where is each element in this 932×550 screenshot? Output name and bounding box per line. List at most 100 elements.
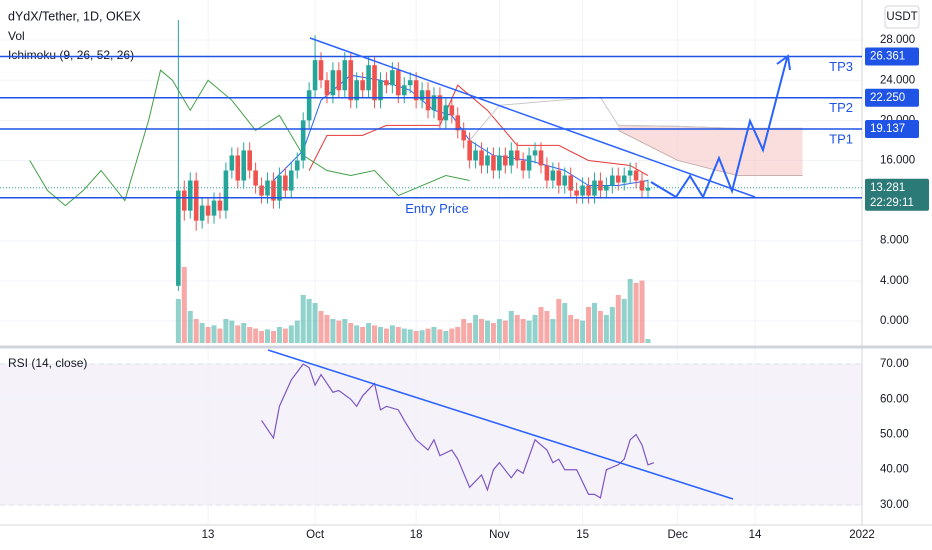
volume-bar — [330, 319, 336, 343]
volume-bar — [306, 299, 312, 343]
level-tag-label: 26.361 — [870, 51, 905, 63]
volume-bar — [645, 339, 651, 343]
candle-body — [205, 205, 211, 216]
volume-bar — [484, 320, 490, 343]
volume-bar — [550, 319, 556, 343]
rsi-line — [261, 363, 655, 499]
candle-body — [407, 80, 413, 86]
candle-body — [229, 155, 235, 171]
candle-body — [615, 175, 621, 183]
candle-body — [562, 175, 568, 186]
volume-bar — [324, 315, 330, 343]
candle-body — [401, 85, 407, 96]
volume-bar — [366, 323, 372, 343]
volume-bar — [288, 325, 294, 343]
volume-bar — [538, 307, 544, 343]
candle-body — [425, 90, 431, 111]
candle-body — [586, 185, 591, 196]
volume-bar — [627, 279, 633, 343]
volume-bar — [556, 299, 562, 343]
level-name: Entry Price — [405, 201, 469, 216]
candle-body — [473, 150, 478, 161]
drawing — [650, 57, 788, 200]
candle-body — [431, 95, 437, 111]
volume-bar — [217, 328, 223, 343]
candle-body — [390, 70, 395, 86]
volume-bar — [615, 295, 621, 343]
candle-body — [306, 90, 312, 121]
volume-bar — [354, 325, 360, 343]
volume-bar — [431, 327, 437, 343]
rsi-tick-label: 60.00 — [880, 393, 909, 405]
candle-body — [556, 170, 562, 186]
x-tick-label: 2022 — [849, 529, 875, 541]
candle-body — [384, 80, 389, 86]
level-tag — [865, 88, 919, 107]
level-tag — [865, 120, 919, 139]
candle-body — [348, 60, 354, 101]
volume-bar — [276, 327, 282, 343]
candle-body — [485, 155, 490, 166]
candle-body — [288, 170, 294, 191]
volume-bar — [229, 320, 235, 343]
candle-body — [538, 150, 544, 166]
volume-bar — [597, 311, 603, 343]
volume-bar — [502, 320, 508, 343]
volume-bar — [413, 331, 419, 343]
last-price-label: 13.281 — [870, 182, 905, 194]
candle-body — [508, 150, 514, 166]
candle-body — [366, 65, 371, 91]
candle-body — [217, 200, 223, 211]
currency[interactable]: USDT — [886, 11, 917, 23]
countdown: 22:29:11 — [870, 197, 914, 209]
rsi-title: RSI (14, close) — [8, 356, 87, 370]
candle-body — [324, 80, 330, 96]
volume-bar — [419, 330, 425, 343]
x-tick-label: 14 — [749, 529, 762, 541]
level-name: TP1 — [829, 131, 853, 146]
candle-body — [419, 90, 425, 101]
volume-bar — [336, 320, 342, 343]
volume-bar — [181, 267, 187, 343]
candle-body — [413, 80, 419, 101]
volume-bar — [621, 299, 627, 343]
volume-bar — [496, 319, 502, 343]
rsi-tick-label: 40.00 — [880, 464, 909, 476]
volume-bar — [508, 311, 514, 343]
candle-body — [544, 165, 550, 181]
candle-body — [223, 170, 229, 211]
candle-body — [283, 175, 288, 191]
candle-body — [176, 190, 181, 286]
volume-bar — [265, 329, 271, 343]
candle-body — [520, 160, 526, 171]
candle-body — [193, 180, 199, 221]
volume-bar — [520, 319, 526, 343]
rsi-tick-label: 30.00 — [880, 499, 909, 511]
volume-bar — [574, 319, 580, 343]
candle-body — [449, 105, 455, 116]
volume-bar — [455, 327, 461, 343]
volume-bar — [514, 315, 520, 343]
candle-body — [247, 150, 252, 171]
volume-bar — [300, 295, 306, 343]
volume-bar — [241, 323, 247, 343]
x-tick-label: Oct — [306, 529, 325, 541]
candle-body — [318, 60, 324, 81]
volume-bar — [407, 329, 413, 343]
candle-body — [342, 60, 348, 91]
currency-button[interactable] — [884, 5, 920, 29]
volume-bar — [312, 303, 318, 343]
candle-body — [550, 170, 556, 181]
volume-bar — [562, 303, 568, 343]
volume-bar — [223, 319, 229, 343]
ichimoku-label: Ichimoku (9, 26, 52, 26) — [8, 48, 134, 62]
volume-bar — [639, 280, 645, 343]
y-tick-label: 8.000 — [880, 235, 909, 247]
volume-bar — [294, 320, 300, 343]
level-tag — [865, 47, 919, 66]
volume-bar — [437, 329, 443, 343]
drawing — [267, 349, 734, 500]
volume-bar — [479, 319, 485, 343]
vol-label: Vol — [8, 29, 25, 43]
volume-bar — [633, 283, 639, 343]
